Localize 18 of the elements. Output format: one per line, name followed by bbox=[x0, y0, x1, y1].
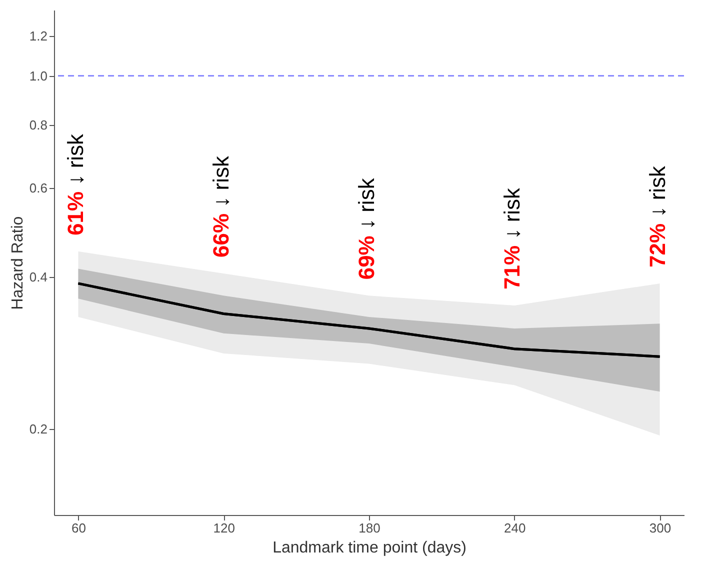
x-tick-label: 120 bbox=[213, 520, 235, 536]
y-tick-label: 0.4 bbox=[29, 269, 48, 284]
annotation: 71% ↓ risk bbox=[499, 186, 524, 290]
y-tick-label: 1.0 bbox=[29, 68, 48, 84]
y-tick-label: 0.8 bbox=[29, 117, 48, 132]
x-axis-title: Landmark time point (days) bbox=[272, 540, 466, 556]
x-tick-label: 300 bbox=[649, 520, 672, 536]
x-tick-label: 60 bbox=[71, 520, 86, 536]
annotation: 69% ↓ risk bbox=[354, 177, 379, 280]
y-tick-label: 0.6 bbox=[29, 180, 48, 196]
x-tick-label: 180 bbox=[358, 520, 380, 536]
y-axis-title: Hazard Ratio bbox=[9, 216, 26, 310]
y-tick-label: 0.2 bbox=[29, 421, 48, 436]
annotation: 72% ↓ risk bbox=[644, 164, 670, 268]
x-tick-label: 240 bbox=[504, 520, 526, 536]
annotation: 61% ↓ risk bbox=[63, 132, 88, 236]
annotation: 66% ↓ risk bbox=[208, 155, 234, 258]
y-tick-label: 1.2 bbox=[29, 28, 48, 44]
